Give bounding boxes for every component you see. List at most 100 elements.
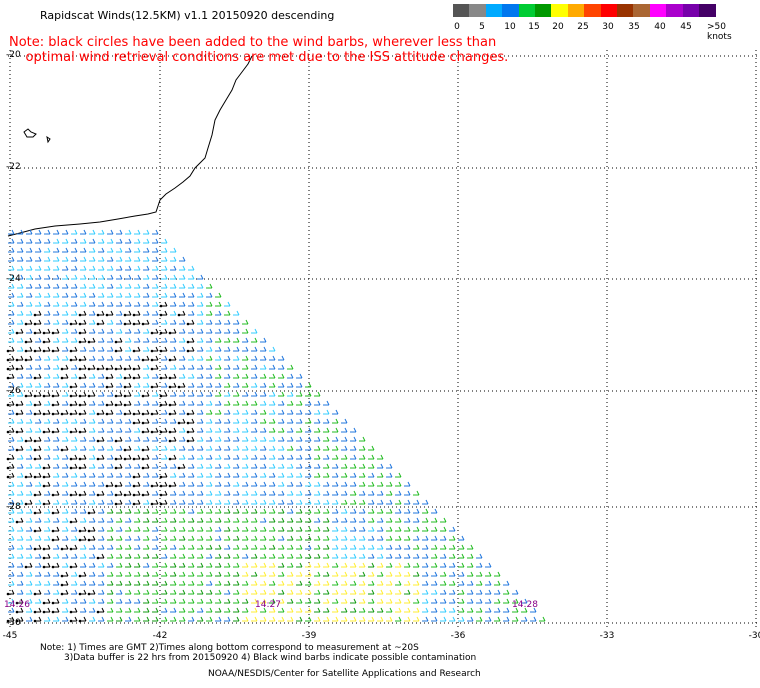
- wind-barb: [89, 238, 96, 244]
- contamination-dot: [114, 367, 118, 371]
- wind-barb: [170, 517, 177, 523]
- wind-barb: [80, 301, 87, 307]
- wind-barb: [404, 571, 411, 577]
- wind-barb: [224, 481, 231, 487]
- wind-barb: [341, 571, 348, 577]
- wind-barb: [62, 238, 69, 244]
- wind-barb: [323, 508, 330, 514]
- wind-barb: [62, 337, 69, 343]
- wind-barb: [98, 292, 105, 298]
- wind-barb: [71, 553, 78, 559]
- legend-swatch: [649, 4, 667, 17]
- contamination-dot: [87, 394, 91, 398]
- wind-barb: [332, 436, 339, 442]
- wind-barb: [206, 400, 213, 406]
- wind-barb: [233, 553, 240, 559]
- contamination-dot: [132, 376, 136, 380]
- wind-barb: [224, 418, 231, 424]
- wind-barb: [143, 517, 150, 523]
- wind-barb: [152, 526, 159, 532]
- wind-barb: [449, 535, 456, 541]
- contamination-dot: [51, 610, 55, 614]
- wind-barb: [332, 463, 339, 469]
- wind-barb: [206, 382, 213, 388]
- wind-barb: [179, 364, 186, 370]
- wind-barb: [17, 373, 24, 379]
- wind-barb: [107, 571, 114, 577]
- wind-barb: [62, 517, 69, 523]
- wind-barb: [98, 328, 105, 334]
- wind-barb: [26, 409, 33, 415]
- wind-barb: [17, 454, 24, 460]
- wind-barb: [179, 499, 186, 505]
- wind-barb: [134, 445, 141, 451]
- contamination-dot: [78, 619, 82, 623]
- wind-barb: [215, 355, 222, 361]
- wind-barb: [26, 427, 33, 433]
- wind-barb: [296, 553, 303, 559]
- wind-barb: [278, 400, 285, 406]
- contamination-dot: [69, 403, 73, 407]
- wind-barb: [17, 508, 24, 514]
- wind-barb: [305, 508, 312, 514]
- wind-barb: [422, 571, 429, 577]
- wind-barb: [206, 409, 213, 415]
- wind-barb: [305, 472, 312, 478]
- wind-barb: [134, 229, 141, 235]
- legend-swatch: [485, 4, 503, 17]
- contamination-dot: [51, 403, 55, 407]
- wind-barb: [125, 580, 132, 586]
- wind-barb: [197, 463, 204, 469]
- wind-barb: [215, 382, 222, 388]
- wind-barb: [26, 553, 33, 559]
- wind-barb: [215, 301, 222, 307]
- wind-barb: [206, 319, 213, 325]
- wind-barb: [260, 382, 267, 388]
- wind-barb: [98, 526, 105, 532]
- wind-barb: [152, 292, 159, 298]
- wind-barb: [80, 382, 87, 388]
- wind-barb: [404, 580, 411, 586]
- wind-barb: [269, 589, 276, 595]
- wind-barb: [152, 265, 159, 271]
- contamination-dot: [114, 394, 118, 398]
- wind-barb: [323, 571, 330, 577]
- wind-barb: [458, 598, 465, 604]
- contamination-dot: [87, 340, 91, 344]
- contamination-dot: [6, 457, 10, 461]
- wind-barb: [107, 292, 114, 298]
- wind-barb: [269, 535, 276, 541]
- contamination-dot: [177, 421, 181, 425]
- wind-barb: [233, 409, 240, 415]
- wind-barb: [404, 490, 411, 496]
- contamination-dot: [105, 385, 109, 389]
- wind-barb: [341, 517, 348, 523]
- wind-barb: [98, 337, 105, 343]
- wind-barb: [359, 472, 366, 478]
- wind-barb: [332, 490, 339, 496]
- wind-barb: [197, 481, 204, 487]
- legend-swatch: [699, 4, 716, 17]
- wind-barb: [458, 562, 465, 568]
- contamination-dot: [51, 538, 55, 542]
- wind-barb: [206, 589, 213, 595]
- wind-barb: [161, 256, 168, 262]
- wind-barb: [188, 616, 195, 622]
- wind-barb: [17, 319, 24, 325]
- wind-barb: [287, 616, 294, 622]
- wind-barb: [323, 598, 330, 604]
- contamination-dot: [114, 484, 118, 488]
- wind-barb: [368, 544, 375, 550]
- contamination-dot: [78, 430, 82, 434]
- wind-barb: [269, 571, 276, 577]
- wind-barb: [269, 364, 276, 370]
- wind-barb: [152, 238, 159, 244]
- wind-barb: [305, 517, 312, 523]
- wind-barb: [440, 535, 447, 541]
- wind-barb: [161, 364, 168, 370]
- wind-barb: [476, 571, 483, 577]
- wind-barb: [359, 544, 366, 550]
- wind-barb: [125, 229, 132, 235]
- wind-barb: [422, 607, 429, 613]
- wind-barb: [368, 616, 375, 622]
